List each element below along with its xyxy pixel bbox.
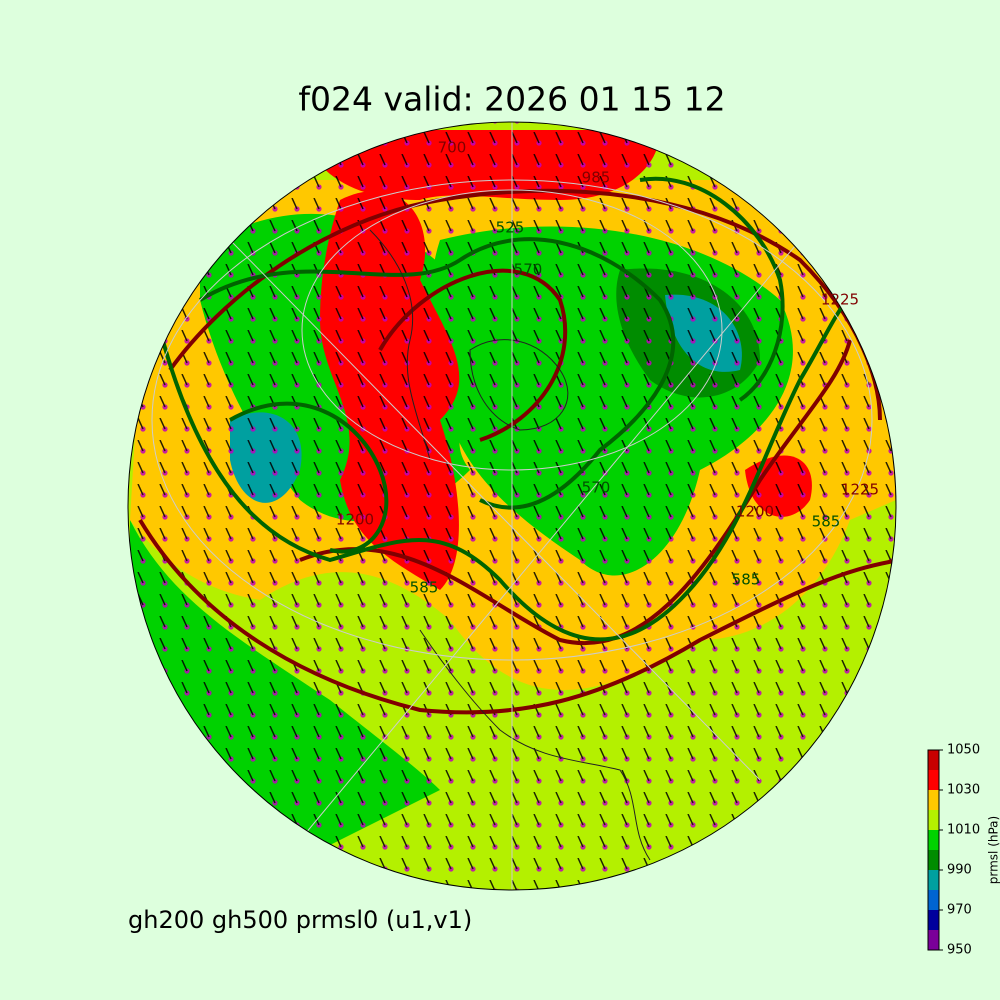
colorbar-segment — [928, 810, 939, 830]
graticule — [151, 122, 873, 890]
colorbar-segment — [928, 790, 939, 810]
contour-label: 570 — [514, 261, 543, 279]
colorbar-segment — [928, 930, 939, 950]
colorbar-segment — [928, 850, 939, 870]
colorbar-tick-label: 990 — [947, 863, 972, 878]
colorbar-label: prmsl (hPa) — [987, 816, 1000, 884]
colorbar-segment — [928, 830, 939, 850]
contour-label: 700 — [438, 139, 467, 157]
contour-label: 570 — [582, 479, 611, 497]
colorbar-tick-label: 970 — [947, 903, 972, 918]
contour-label: 1225 — [821, 291, 859, 309]
gh500-contours — [158, 176, 861, 642]
contour-label: 1200 — [736, 503, 774, 521]
globe — [128, 122, 896, 890]
contour-label: 1200 — [336, 511, 374, 529]
contour-label: 585 — [732, 571, 761, 589]
colorbar: prmsl (hPa) 950 970 990 1010 1030 1050 — [927, 743, 1000, 958]
colorbar-segment — [928, 910, 939, 930]
colorbar-segment — [928, 770, 939, 790]
colorbar-frame — [927, 749, 940, 951]
globe-outline — [127, 121, 897, 891]
contour-label: 985 — [582, 169, 611, 187]
coastlines — [369, 229, 651, 861]
colorbar-tick-label: 950 — [947, 943, 972, 958]
colorbar-segment — [928, 890, 939, 910]
colorbar-tick-label: 1030 — [947, 783, 980, 798]
contour-label: 585 — [410, 579, 439, 597]
map-caption: gh200 gh500 prmsl0 (u1,v1) — [128, 906, 472, 934]
colorbar-tick-label: 1010 — [947, 823, 980, 838]
contour-label: 585 — [812, 513, 841, 531]
contour-label: 525 — [496, 219, 525, 237]
contour-label: 1225 — [841, 481, 879, 499]
colorbar-segment — [928, 750, 939, 770]
colorbar-tick-label: 1050 — [947, 743, 980, 758]
colorbar-segment — [928, 870, 939, 890]
map-title: f024 valid: 2026 01 15 12 — [298, 80, 725, 119]
